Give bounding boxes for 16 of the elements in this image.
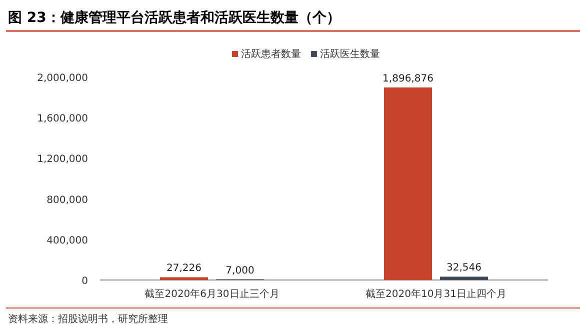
y-tick-label: 800,000 <box>46 194 88 206</box>
data-label: 7,000 <box>226 265 254 276</box>
text: 资料来源：招股说明书，研究所整理 <box>8 313 168 325</box>
y-tick-label: 2,000,000 <box>37 73 88 84</box>
data-label: 32,546 <box>446 262 482 274</box>
y-tick-label: 1,200,000 <box>37 154 88 166</box>
legend-label: 活跃医生数量 <box>320 48 380 60</box>
data-label: 1,896,876 <box>382 73 434 84</box>
legend-label: 活跃患者数量 <box>241 48 301 60</box>
x-tick-label: 截至2020年10月31日止四个月 <box>366 288 506 300</box>
y-tick-label: 1,600,000 <box>37 114 88 125</box>
title: 图 23：健康管理平台活跃患者和活跃医生数量（个） <box>8 10 340 26</box>
y-tick-label: 0 <box>82 276 88 287</box>
data-label: 27,226 <box>166 263 202 274</box>
y-tick-label: 400,000 <box>46 235 88 246</box>
x-tick-label: 截至2020年6月30日止三个月 <box>144 288 280 300</box>
